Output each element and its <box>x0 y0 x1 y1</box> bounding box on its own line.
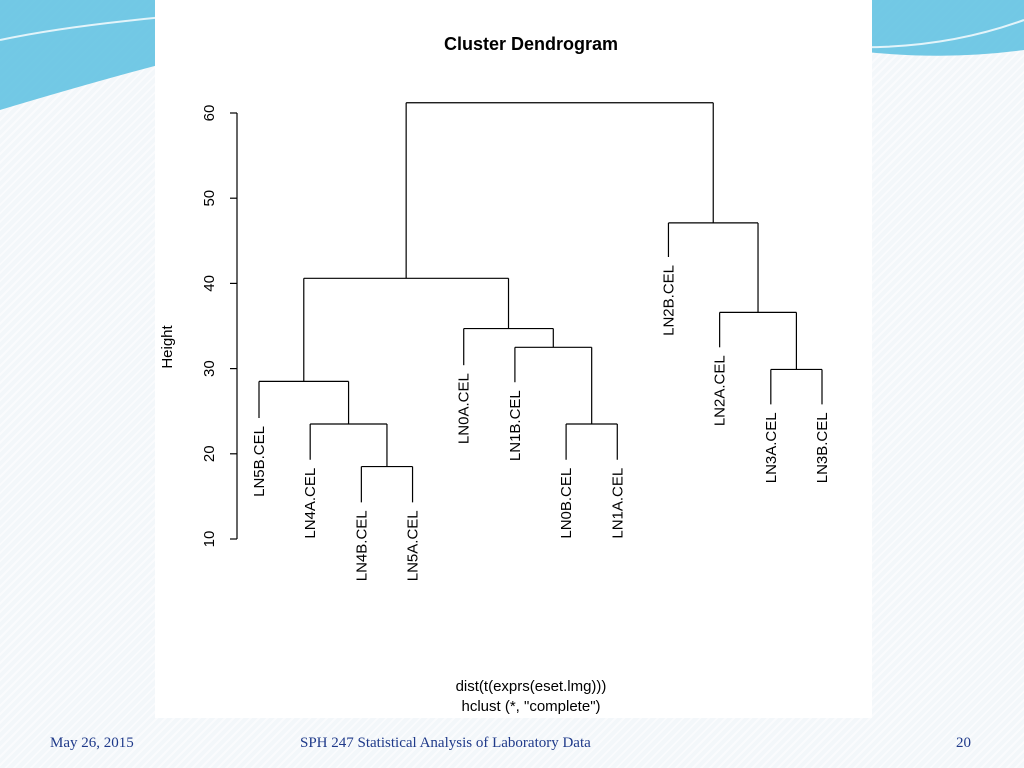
dendrogram-svg: Cluster Dendrogram Height dist(t(exprs(e… <box>159 34 831 715</box>
y-axis-label: Height <box>159 324 176 368</box>
y-tick-label-50: 50 <box>201 190 218 207</box>
y-axis: 10 20 30 40 50 60 <box>201 105 238 548</box>
leaf-label-ln1a-cel: LN1A.CEL <box>609 468 626 539</box>
leaf-label-ln1b-cel: LN1B.CEL <box>507 390 524 461</box>
leaf-label-ln4a-cel: LN4A.CEL <box>302 468 319 539</box>
footer-title: SPH 247 Statistical Analysis of Laborato… <box>300 735 591 751</box>
leaf-label-ln2b-cel: LN2B.CEL <box>660 265 677 336</box>
x-axis-label-line2: hclust (*, "complete") <box>461 698 600 715</box>
leaf-label-ln3a-cel: LN3A.CEL <box>763 412 780 483</box>
y-tick-label-10: 10 <box>201 531 218 548</box>
y-tick-label-20: 20 <box>201 445 218 462</box>
leaf-label-ln2a-cel: LN2A.CEL <box>712 355 729 426</box>
leaf-label-ln3b-cel: LN3B.CEL <box>814 412 831 483</box>
leaf-label-ln0a-cel: LN0A.CEL <box>456 373 473 444</box>
y-tick-label-30: 30 <box>201 360 218 377</box>
leaf-label-ln5b-cel: LN5B.CEL <box>251 426 268 497</box>
y-tick-label-40: 40 <box>201 275 218 292</box>
y-tick-label-60: 60 <box>201 105 218 122</box>
leaf-label-ln5a-cel: LN5A.CEL <box>405 510 422 581</box>
dendrogram-branches <box>258 102 823 503</box>
leaf-label-ln0b-cel: LN0B.CEL <box>558 468 575 539</box>
x-axis-label-line1: dist(t(exprs(eset.lmg))) <box>456 678 607 695</box>
chart-title: Cluster Dendrogram <box>444 34 618 54</box>
leaf-label-ln4b-cel: LN4B.CEL <box>353 510 370 581</box>
leaf-labels: LN5B.CEL LN4A.CEL LN4B.CEL LN5A.CEL LN0A.CEL… <box>251 265 831 581</box>
dendrogram-figure: Cluster Dendrogram Height dist(t(exprs(e… <box>155 0 872 718</box>
swoosh-left <box>0 0 470 110</box>
page-number: 20 <box>956 735 971 751</box>
footer-date: May 26, 2015 <box>50 735 134 751</box>
